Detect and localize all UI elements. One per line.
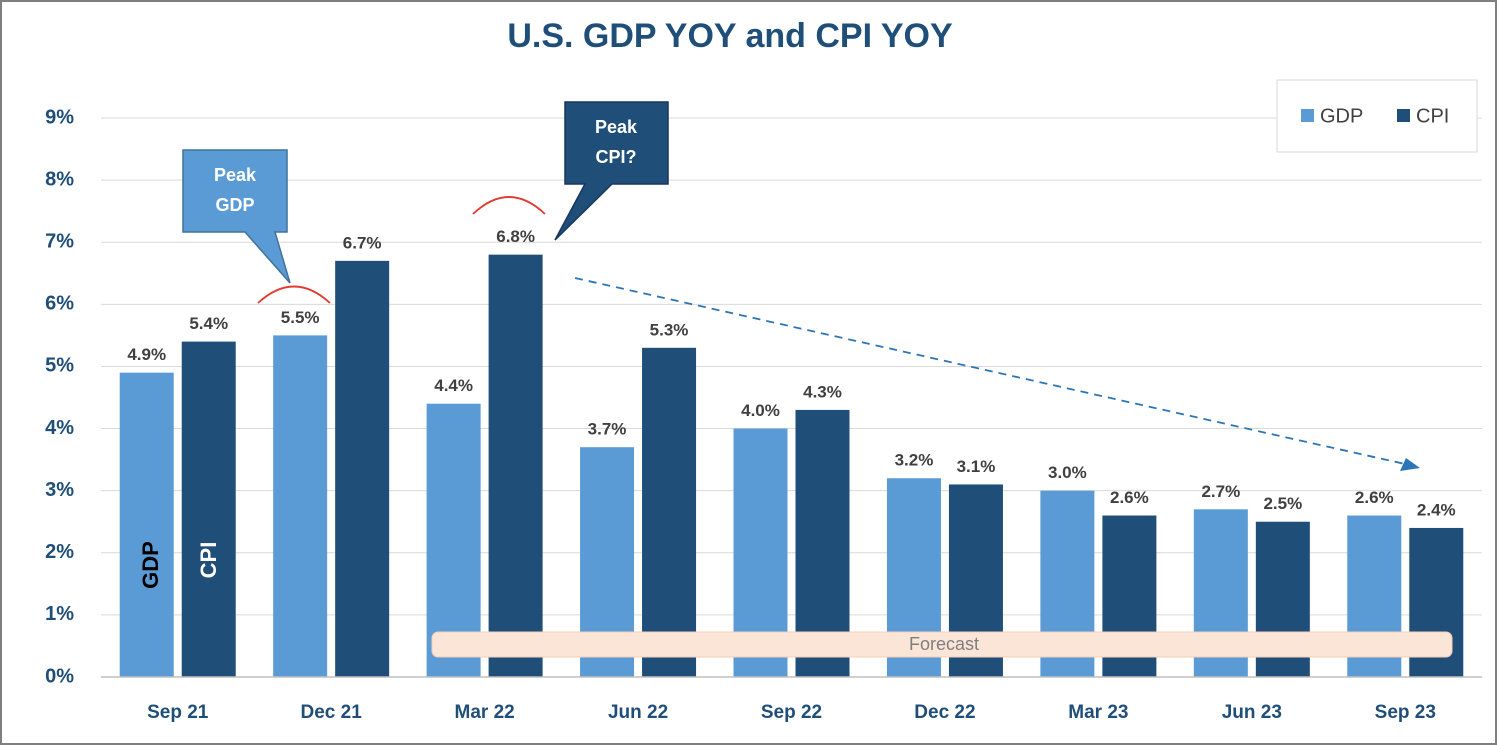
x-tick-label: Dec 21 bbox=[301, 702, 363, 723]
value-label: 2.7% bbox=[1201, 482, 1240, 501]
forecast-label: Forecast bbox=[909, 634, 979, 654]
x-tick-label: Mar 23 bbox=[1068, 702, 1128, 723]
x-tick-label: Jun 22 bbox=[608, 702, 668, 723]
value-label: 4.3% bbox=[803, 382, 842, 401]
chart-title: U.S. GDP YOY and CPI YOY bbox=[507, 17, 953, 55]
bar bbox=[273, 335, 328, 677]
bar bbox=[181, 341, 236, 677]
bar bbox=[426, 403, 481, 677]
peak-gdp-text: GDP bbox=[215, 195, 254, 215]
bar bbox=[488, 254, 543, 677]
peak-gdp-text: Peak bbox=[214, 165, 257, 185]
value-label: 5.5% bbox=[281, 308, 320, 327]
y-tick-label: 3% bbox=[45, 479, 74, 501]
y-tick-label: 9% bbox=[45, 106, 74, 128]
value-label: 6.8% bbox=[496, 227, 535, 246]
y-tick-label: 4% bbox=[45, 417, 74, 439]
x-tick-label: Sep 22 bbox=[761, 702, 822, 723]
value-label: 3.7% bbox=[588, 420, 627, 439]
bars: Sep 21 4.9% 5.4% Dec 21 5.5% 6.7% Mar 22 4.4% 6.… bbox=[119, 227, 1464, 723]
y-tick-label: 1% bbox=[45, 603, 74, 625]
value-label: 4.4% bbox=[434, 376, 473, 395]
gdp-bar-note: GDP bbox=[138, 541, 163, 589]
peak-cpi-callout bbox=[554, 101, 669, 241]
value-label: 3.2% bbox=[895, 451, 934, 470]
value-label: 4.9% bbox=[127, 345, 166, 364]
x-tick-label: Jun 23 bbox=[1222, 702, 1282, 723]
value-label: 4.0% bbox=[741, 401, 780, 420]
value-label: 6.7% bbox=[343, 233, 382, 252]
y-tick-label: 8% bbox=[45, 168, 74, 190]
forecast-band bbox=[431, 631, 1453, 658]
y-tick-label: 5% bbox=[45, 355, 74, 377]
peak-cpi-text: CPI? bbox=[595, 147, 636, 167]
peak-arc bbox=[257, 285, 331, 304]
value-label: 2.6% bbox=[1355, 488, 1394, 507]
y-tick-label: 2% bbox=[45, 541, 74, 563]
legend-label: CPI bbox=[1416, 105, 1449, 127]
bar bbox=[642, 347, 697, 677]
value-label: 3.0% bbox=[1048, 463, 1087, 482]
peak-gdp-callout bbox=[182, 149, 291, 284]
y-tick-label: 6% bbox=[45, 293, 74, 315]
trend-arrow bbox=[574, 277, 1406, 465]
y-tick-label: 7% bbox=[45, 231, 74, 253]
bar bbox=[119, 372, 174, 677]
grid: 0% 1% 2% 3% 4% 5% 6% 7% 8% 9% bbox=[45, 106, 1482, 687]
value-label: 2.4% bbox=[1417, 500, 1456, 519]
legend: GDP CPI bbox=[1276, 79, 1478, 153]
x-tick-label: Mar 22 bbox=[455, 702, 515, 723]
value-label: 2.5% bbox=[1263, 494, 1302, 513]
value-label: 3.1% bbox=[957, 457, 996, 476]
value-label: 5.4% bbox=[189, 314, 228, 333]
cpi-bar-note: CPI bbox=[196, 542, 221, 579]
trend-arrowhead bbox=[1400, 458, 1420, 471]
y-tick-label: 0% bbox=[45, 665, 74, 687]
x-tick-label: Sep 21 bbox=[147, 702, 209, 723]
x-tick-label: Sep 23 bbox=[1375, 702, 1436, 723]
bar bbox=[335, 260, 390, 677]
peak-cpi-text: Peak bbox=[595, 117, 638, 137]
legend-swatch bbox=[1397, 109, 1410, 122]
peak-arc bbox=[472, 196, 546, 215]
value-label: 2.6% bbox=[1110, 488, 1149, 507]
legend-label: GDP bbox=[1320, 105, 1363, 127]
x-tick-label: Dec 22 bbox=[914, 702, 975, 723]
legend-swatch bbox=[1301, 109, 1314, 122]
value-label: 5.3% bbox=[650, 320, 689, 339]
